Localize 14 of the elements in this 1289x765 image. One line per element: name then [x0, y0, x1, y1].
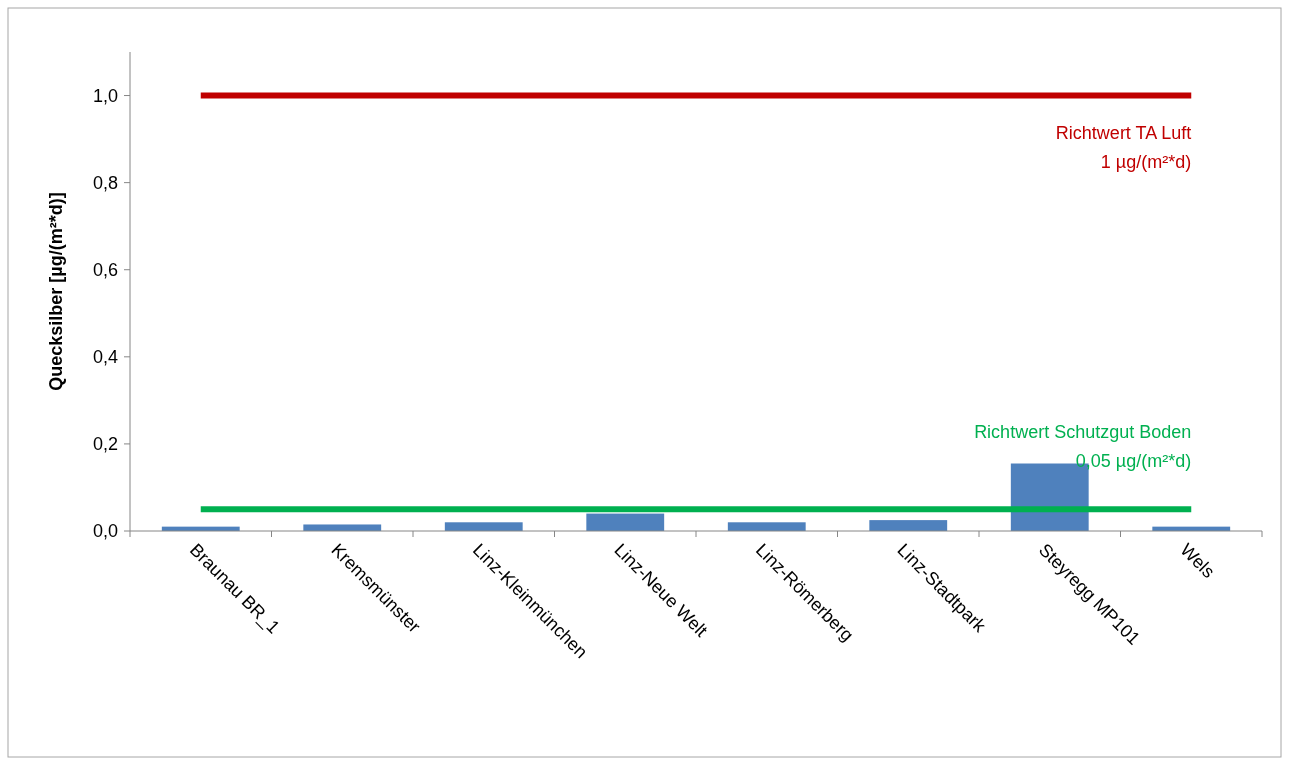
- bar: [586, 513, 665, 531]
- y-tick-label: 0,6: [92, 260, 118, 281]
- ref-line-label: Richtwert TA Luft 1 µg/(m²*d): [1055, 122, 1192, 172]
- bar: [727, 522, 806, 531]
- bar: [444, 522, 523, 531]
- y-tick-label: 0,4: [92, 347, 118, 368]
- y-tick-label: 0,2: [92, 434, 118, 455]
- y-tick-label: 0,0: [92, 521, 118, 542]
- y-tick-label: 1,0: [92, 85, 118, 106]
- bar: [303, 524, 382, 531]
- bar: [869, 520, 948, 531]
- y-axis-title: Quecksilber [µg/(m²*d)]: [46, 192, 66, 391]
- y-tick-label: 0,8: [92, 172, 118, 193]
- ref-line-label: Richtwert Schutzgut Boden 0,05 µg/(m²*d): [974, 422, 1192, 472]
